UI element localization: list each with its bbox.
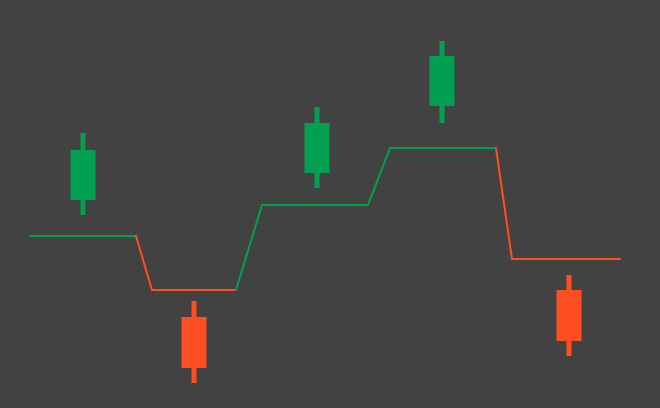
candle-body bbox=[429, 56, 455, 106]
candle-4 bbox=[429, 41, 455, 123]
candle-5 bbox=[556, 275, 582, 356]
step-line-series bbox=[29, 147, 621, 291]
candle-2 bbox=[181, 301, 207, 383]
step-line-segment-2 bbox=[135, 235, 153, 291]
candle-body bbox=[304, 123, 330, 173]
candle-3 bbox=[304, 107, 330, 188]
step-line-segment-4 bbox=[235, 204, 263, 291]
candle-1 bbox=[70, 133, 96, 215]
step-line-segment-6 bbox=[367, 147, 391, 206]
candle-body bbox=[556, 290, 582, 341]
candle-body bbox=[70, 150, 96, 200]
candles-series bbox=[70, 41, 582, 383]
candle-body bbox=[181, 317, 207, 368]
step-line-segment-8 bbox=[495, 147, 513, 260]
